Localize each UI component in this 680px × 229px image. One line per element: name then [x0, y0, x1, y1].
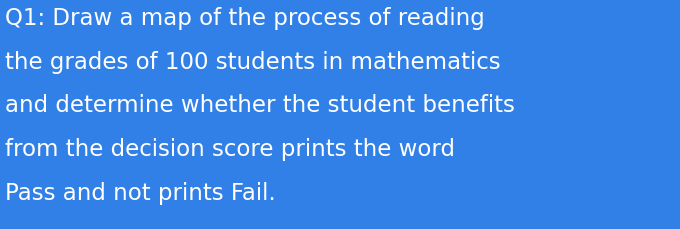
Text: from the decision score prints the word: from the decision score prints the word — [5, 137, 456, 160]
Text: Q1: Draw a map of the process of reading: Q1: Draw a map of the process of reading — [5, 7, 486, 30]
Text: Pass and not prints Fail.: Pass and not prints Fail. — [5, 181, 276, 204]
Text: and determine whether the student benefits: and determine whether the student benefi… — [5, 94, 515, 117]
Text: the grades of 100 students in mathematics: the grades of 100 students in mathematic… — [5, 50, 501, 73]
